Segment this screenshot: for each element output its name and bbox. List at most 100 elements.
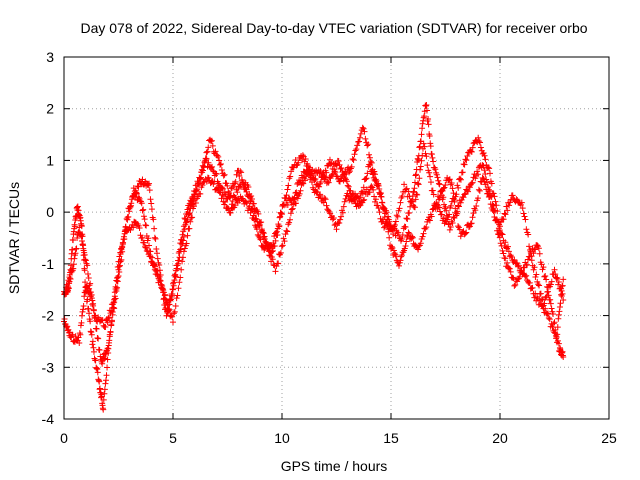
data-point xyxy=(498,242,505,249)
data-point xyxy=(472,175,479,182)
data-point xyxy=(343,178,350,185)
data-point xyxy=(326,156,333,163)
data-point xyxy=(181,215,188,222)
data-point xyxy=(416,175,423,182)
data-point xyxy=(234,189,241,196)
data-point xyxy=(348,163,355,170)
data-point xyxy=(457,233,464,240)
data-point xyxy=(317,179,324,186)
data-point xyxy=(96,346,103,353)
data-point xyxy=(370,186,377,193)
data-point xyxy=(160,289,167,296)
data-point xyxy=(280,235,287,242)
data-point xyxy=(456,226,463,233)
data-point xyxy=(180,223,187,230)
data-point xyxy=(177,274,184,281)
data-point xyxy=(73,245,80,252)
data-point xyxy=(399,231,406,238)
data-point xyxy=(368,183,375,190)
data-point xyxy=(424,162,431,169)
data-point xyxy=(357,130,364,137)
data-point xyxy=(345,183,352,190)
data-point xyxy=(276,214,283,221)
data-point xyxy=(377,191,384,198)
data-point xyxy=(94,366,101,373)
data-point xyxy=(299,152,306,159)
data-point xyxy=(116,258,123,265)
data-point xyxy=(294,195,301,202)
data-point xyxy=(435,180,442,187)
data-point xyxy=(67,276,74,283)
data-point xyxy=(396,205,403,212)
data-point xyxy=(189,214,196,221)
data-point xyxy=(212,170,219,177)
data-point xyxy=(522,216,529,223)
data-point xyxy=(418,131,425,138)
data-point xyxy=(128,196,135,203)
data-point xyxy=(455,203,462,210)
data-point xyxy=(543,293,550,300)
data-point xyxy=(214,152,221,159)
data-point xyxy=(101,355,108,362)
data-point xyxy=(81,251,88,258)
data-point xyxy=(445,176,452,183)
data-point xyxy=(322,196,329,203)
data-point xyxy=(449,185,456,192)
data-point xyxy=(260,230,267,237)
data-point xyxy=(443,207,450,214)
data-point xyxy=(230,183,237,190)
data-point xyxy=(179,258,186,265)
data-point xyxy=(171,308,178,315)
data-point xyxy=(531,294,538,301)
data-point xyxy=(455,202,462,209)
data-point xyxy=(532,273,539,280)
data-point xyxy=(70,265,77,272)
data-point xyxy=(71,223,78,230)
data-point xyxy=(297,187,304,194)
data-point xyxy=(483,186,490,193)
data-point xyxy=(69,246,76,253)
data-point xyxy=(487,170,494,177)
data-point xyxy=(451,196,458,203)
data-point xyxy=(384,221,391,228)
data-point xyxy=(346,169,353,176)
data-point xyxy=(432,166,439,173)
data-point xyxy=(150,262,157,269)
data-point xyxy=(115,273,122,280)
data-point xyxy=(547,296,554,303)
data-point xyxy=(221,171,228,178)
data-point xyxy=(184,206,191,213)
data-point xyxy=(560,297,567,304)
data-point xyxy=(104,319,111,326)
data-point xyxy=(388,243,395,250)
data-point xyxy=(211,178,218,185)
data-point xyxy=(197,176,204,183)
data-point xyxy=(151,234,158,241)
data-point xyxy=(428,151,435,158)
data-point xyxy=(414,180,421,187)
data-point xyxy=(102,377,109,384)
data-point xyxy=(146,242,153,249)
data-point xyxy=(296,190,303,197)
data-point xyxy=(204,148,211,155)
data-point xyxy=(183,240,190,247)
data-point xyxy=(544,289,551,296)
data-point xyxy=(112,295,119,302)
data-point xyxy=(482,156,489,163)
data-point xyxy=(85,275,92,282)
data-point xyxy=(480,175,487,182)
data-point xyxy=(330,171,337,178)
data-point xyxy=(491,193,498,200)
data-point xyxy=(169,290,176,297)
data-point xyxy=(111,305,118,312)
data-point xyxy=(519,205,526,212)
data-point xyxy=(186,225,193,232)
data-point xyxy=(419,233,426,240)
data-point xyxy=(148,206,155,213)
data-point xyxy=(526,279,533,286)
data-point xyxy=(354,142,361,149)
data-point xyxy=(108,321,115,328)
data-point xyxy=(546,316,553,323)
data-point xyxy=(142,243,149,250)
data-point xyxy=(390,231,397,238)
